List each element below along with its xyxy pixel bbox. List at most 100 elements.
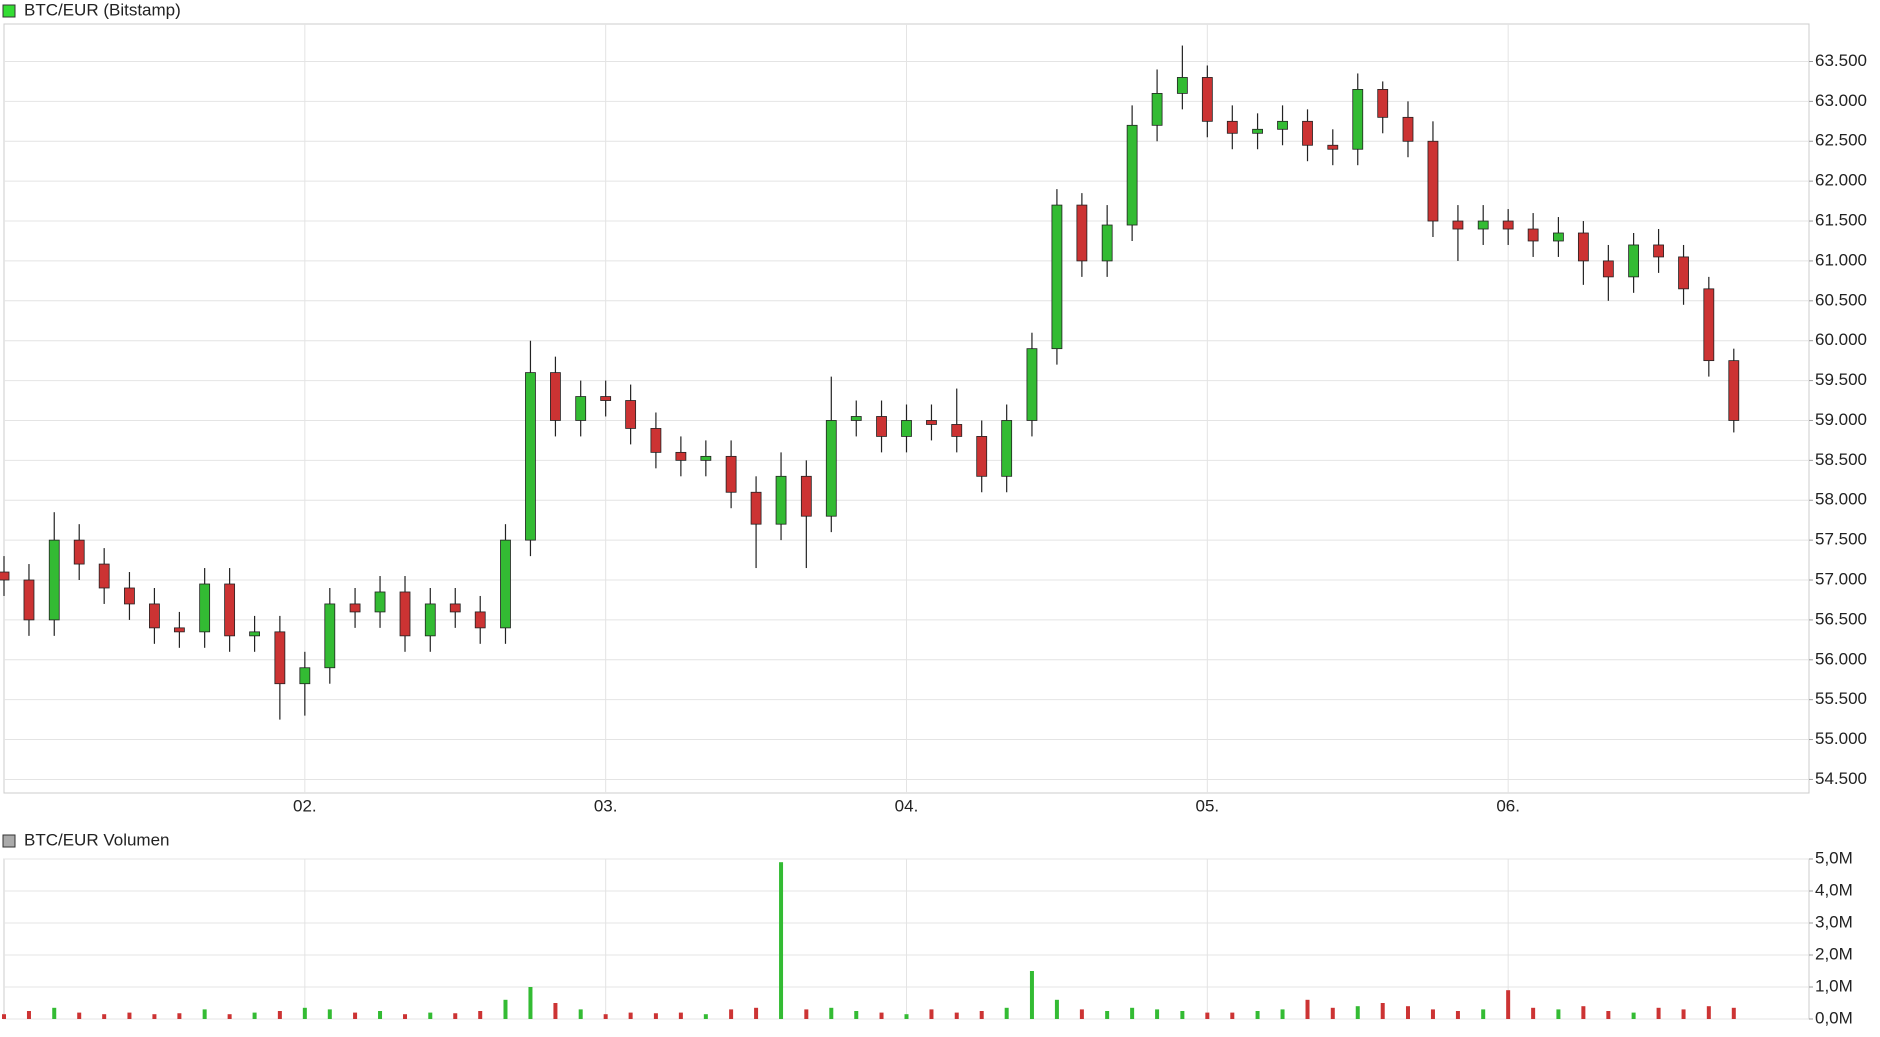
volume-bar (1180, 1011, 1185, 1019)
candle-body (1352, 89, 1364, 150)
candle-body (474, 611, 486, 629)
candle-body (1527, 228, 1539, 242)
candle-body (1151, 93, 1163, 126)
volume-bar (729, 1009, 734, 1019)
volume-bar (1205, 1012, 1210, 1019)
candle-body (73, 539, 85, 565)
candle-body (926, 420, 937, 425)
candle-body (1628, 244, 1640, 278)
y-tick-label: 62.000 (1815, 171, 1867, 190)
candle-body (1653, 244, 1664, 258)
candle-body (1477, 220, 1489, 230)
y-tick-label: 63.000 (1815, 91, 1867, 110)
candle-body (1553, 232, 1564, 242)
volume-bar (1556, 1009, 1561, 1019)
candle-body (349, 603, 361, 613)
candle-body (149, 603, 160, 629)
candle-body (575, 396, 587, 421)
volume-bar (1681, 1009, 1686, 1019)
candle-body (1226, 120, 1238, 134)
x-tick-label: 06. (1496, 796, 1520, 815)
volume-bar (453, 1013, 458, 1019)
volume-bar (603, 1014, 608, 1019)
candle-body (750, 491, 762, 525)
candle-body (1678, 256, 1689, 290)
volume-bar (1330, 1007, 1335, 1019)
candle-body (725, 455, 737, 493)
x-tick-label: 05. (1196, 796, 1220, 815)
volume-bar (378, 1011, 383, 1019)
y-tick-label: 55.000 (1815, 729, 1867, 748)
candle-body (224, 583, 236, 637)
candle-body (650, 428, 662, 453)
candle-body (951, 424, 963, 437)
volume-bar (1079, 1009, 1084, 1019)
volume-bar (1455, 1011, 1460, 1019)
volume-bar (528, 987, 533, 1019)
candle-body (23, 579, 35, 621)
candle-body (525, 372, 536, 541)
volume-bar (1380, 1003, 1385, 1019)
candle-body (1402, 116, 1414, 142)
volume-bar (1004, 1007, 1009, 1019)
candle-body (1302, 120, 1313, 146)
volume-bar (1531, 1007, 1536, 1019)
y-tick-label: 54.500 (1815, 769, 1867, 788)
candle-body (876, 416, 887, 437)
candle-body (399, 591, 411, 637)
volume-bar (1581, 1006, 1586, 1019)
candle-body (1377, 89, 1389, 118)
y-tick-label: 59.500 (1815, 370, 1867, 389)
y-tick-label: 55.500 (1815, 689, 1867, 708)
volume-bar (202, 1009, 207, 1019)
volume-bar (1656, 1007, 1661, 1019)
y-tick-label: 61.000 (1815, 250, 1867, 269)
volume-bar (1054, 999, 1059, 1019)
candle-body (1101, 224, 1113, 262)
volume-bar (102, 1014, 107, 1019)
candle-body (600, 396, 612, 401)
volume-bar (1130, 1007, 1135, 1019)
y-tick-label: 1,0M (1815, 976, 1853, 995)
volume-bar (302, 1007, 307, 1019)
candle-body (1252, 128, 1263, 134)
legend-swatch (2, 4, 16, 18)
y-tick-label: 2,0M (1815, 944, 1853, 963)
y-tick-label: 57.500 (1815, 530, 1867, 549)
y-tick-label: 59.000 (1815, 410, 1867, 429)
volume-bar (829, 1007, 834, 1019)
volume-bar (1029, 971, 1034, 1019)
candle-body (249, 631, 260, 637)
volume-bar (1405, 1006, 1410, 1019)
candle-body (1076, 204, 1088, 262)
volume-bar (879, 1012, 884, 1019)
volume-bar (1706, 1006, 1711, 1019)
volume-bar (478, 1011, 483, 1019)
candle-body (775, 475, 787, 525)
volume-bar (26, 1011, 31, 1019)
candle-body (1327, 144, 1339, 150)
candle-body (1201, 77, 1213, 122)
volume-bar (1506, 990, 1511, 1019)
volume-bar (678, 1012, 683, 1019)
candle-body (374, 591, 386, 613)
candle-body (800, 475, 812, 517)
y-tick-label: 56.000 (1815, 649, 1867, 668)
candle-body (199, 583, 211, 633)
y-tick-label: 4,0M (1815, 880, 1853, 899)
candle-body (48, 539, 60, 621)
volume-bar (1255, 1011, 1260, 1019)
volume-bar (804, 1009, 809, 1019)
y-tick-label: 62.500 (1815, 131, 1867, 150)
candle-body (500, 539, 511, 629)
y-tick-label: 60.500 (1815, 290, 1867, 309)
volume-bar (703, 1014, 708, 1019)
candle-body (449, 603, 461, 613)
candle-body (173, 627, 185, 633)
y-tick-label: 56.500 (1815, 609, 1867, 628)
candle-body (0, 571, 10, 581)
volume-bar (1481, 1009, 1486, 1019)
candle-body (1452, 220, 1464, 230)
volume-bar (854, 1011, 859, 1019)
